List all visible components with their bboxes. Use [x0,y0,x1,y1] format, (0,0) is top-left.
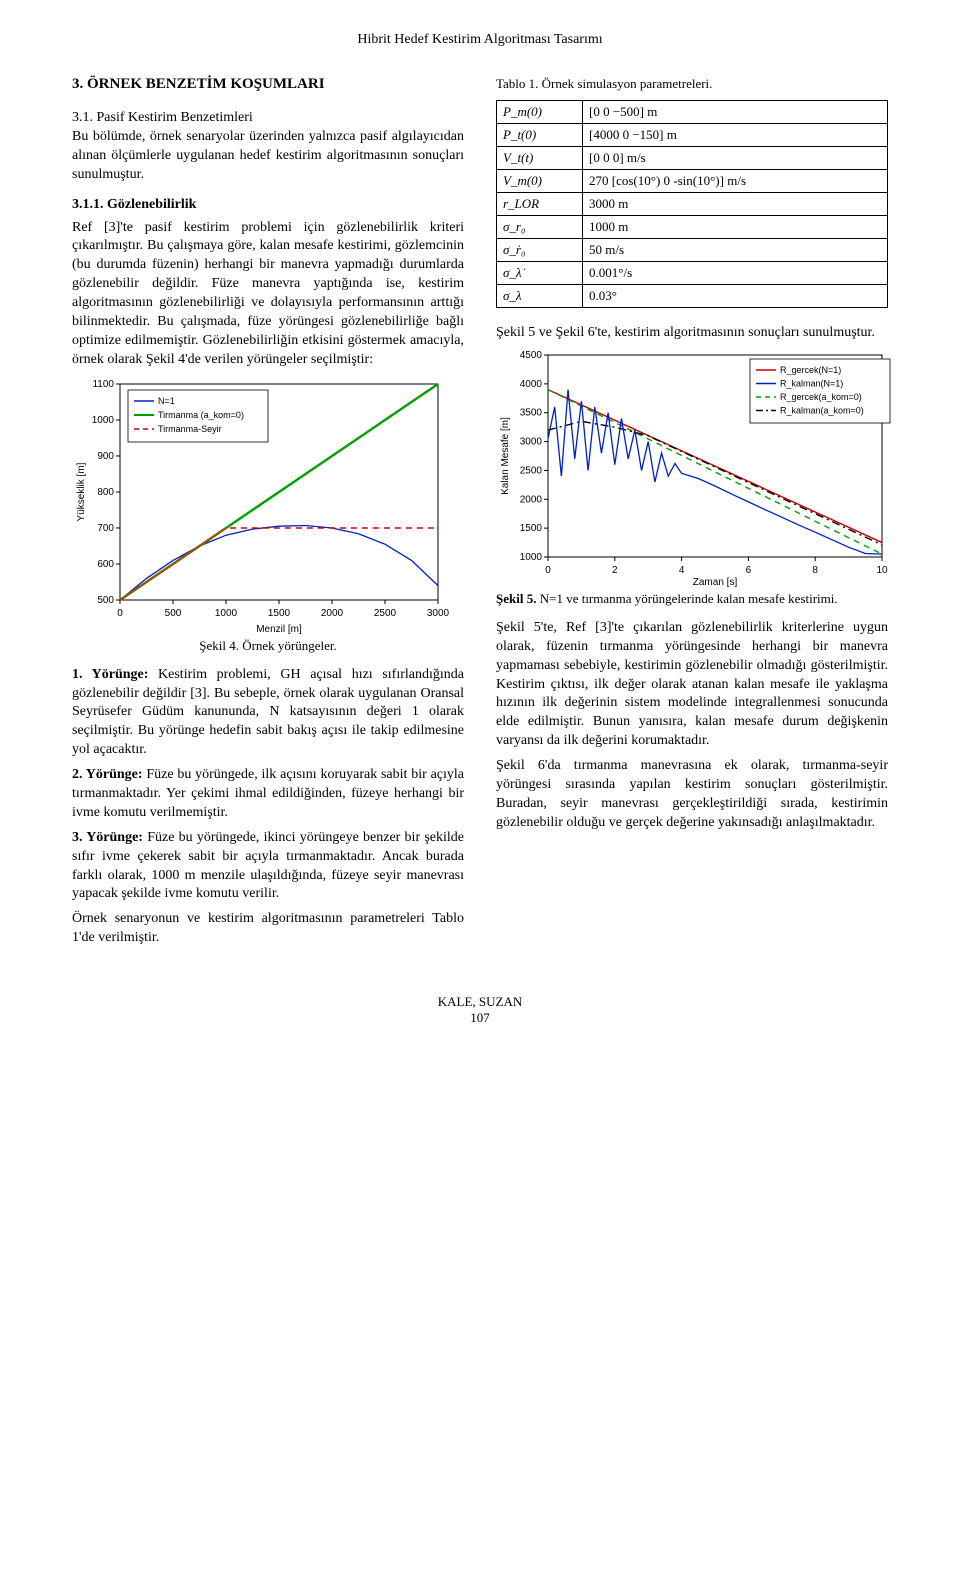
svg-text:3500: 3500 [520,408,543,419]
svg-text:0: 0 [545,565,551,576]
svg-text:R_kalman(N=1): R_kalman(N=1) [780,378,843,388]
table-row: σ_λ̇0.001°/s [497,262,888,285]
table-row: P_m(0)[0 0 −500] m [497,101,888,124]
svg-text:2500: 2500 [520,465,543,476]
table-cell-value: [0 0 −500] m [583,101,888,124]
table-cell-value: [4000 0 −150] m [583,124,888,147]
svg-text:0: 0 [117,608,123,619]
svg-text:4: 4 [679,565,685,576]
svg-text:1100: 1100 [92,379,114,390]
paragraph: Şekil 5 ve Şekil 6'te, kestirim algoritm… [496,324,888,343]
svg-text:500: 500 [165,608,182,619]
svg-text:3000: 3000 [427,608,450,619]
table-row: P_t(0)[4000 0 −150] m [497,124,888,147]
table-1: P_m(0)[0 0 −500] mP_t(0)[4000 0 −150] mV… [496,100,888,308]
traj3-lead: 3. Yörünge: [72,830,143,845]
page-header: Hibrit Hedef Kestirim Algoritması Tasarı… [72,32,888,48]
svg-text:Yükseklik [m]: Yükseklik [m] [76,462,87,521]
right-column: Tablo 1. Örnek simulasyon parametreleri.… [496,76,888,954]
section-title: 3. ÖRNEK BENZETİM KOŞUMLARI [72,76,464,93]
svg-text:6: 6 [746,565,752,576]
subsection-title: 3.1.1. Gözlenebilirlik [72,197,464,213]
svg-text:R_gercek(a_kom=0): R_gercek(a_kom=0) [780,392,862,402]
svg-text:1000: 1000 [520,552,543,563]
paragraph: Şekil 6'da tırmanma manevrasına ek olara… [496,757,888,833]
page-footer: KALE, SUZAN 107 [72,994,888,1026]
svg-text:600: 600 [97,559,114,570]
footer-page-number: 107 [72,1010,888,1026]
table-cell-param: V_m(0) [497,170,583,193]
svg-text:2000: 2000 [321,608,344,619]
svg-text:10: 10 [876,565,888,576]
fig5-lead: Şekil 5. [496,591,536,606]
fig5-cap-text: N=1 ve tırmanma yörüngelerinde kalan mes… [540,591,838,606]
svg-text:Tirmanma (a_kom=0): Tirmanma (a_kom=0) [158,410,244,420]
paragraph: Şekil 5'te, Ref [3]'te çıkarılan gözlene… [496,619,888,751]
svg-text:800: 800 [97,487,114,498]
svg-text:2: 2 [612,565,618,576]
table-cell-param: P_t(0) [497,124,583,147]
figure-5-chart: 0 2 4 6 8 10 1000 1500 2000 2500 3000 3500 4000 4500 Z… [496,349,896,589]
figure-4-container: 0500100015002000250030005006007008009001… [72,376,464,654]
svg-text:1000: 1000 [215,608,238,619]
svg-text:4000: 4000 [520,379,543,390]
table-cell-value: 1000 m [583,216,888,239]
figure-5-caption: Şekil 5. N=1 ve tırmanma yörüngelerinde … [496,591,888,607]
svg-text:3000: 3000 [520,436,543,447]
table-row: V_t(t)[0 0 0] m/s [497,147,888,170]
figure-5-container: 0 2 4 6 8 10 1000 1500 2000 2500 3000 3500 4000 4500 Z… [496,349,888,607]
svg-text:Tirmanma-Seyir: Tirmanma-Seyir [158,424,222,434]
svg-text:500: 500 [97,595,114,606]
table-cell-value: 270 [cos(10°) 0 -sin(10°)] m/s [583,170,888,193]
svg-text:900: 900 [97,451,114,462]
figure-4-caption: Şekil 4. Örnek yörüngeler. [72,638,464,654]
page: Hibrit Hedef Kestirim Algoritması Tasarı… [0,0,960,1074]
paragraph: 1. Yörünge: Kestirim problemi, GH açısal… [72,666,464,760]
svg-text:Kalan Mesafe [m]: Kalan Mesafe [m] [500,417,511,495]
two-column-layout: 3. ÖRNEK BENZETİM KOŞUMLARI 3.1. Pasif K… [72,76,888,954]
svg-text:4500: 4500 [520,350,543,361]
table-cell-value: 0.03° [583,285,888,308]
left-column: 3. ÖRNEK BENZETİM KOŞUMLARI 3.1. Pasif K… [72,76,464,954]
svg-text:N=1: N=1 [158,396,175,406]
svg-text:8: 8 [812,565,818,576]
traj1-lead: 1. Yörünge: [72,667,148,682]
table-cell-param: r_LOR [497,193,583,216]
table-cell-value: 0.001°/s [583,262,888,285]
svg-text:Zaman [s]: Zaman [s] [693,577,738,588]
paragraph-intro: 3.1. Pasif Kestirim Benzetimleri Bu bölü… [72,109,464,185]
paragraph: 2. Yörünge: Füze bu yörüngede, ilk açısı… [72,766,464,823]
svg-text:R_gercek(N=1): R_gercek(N=1) [780,365,841,375]
table-cell-value: [0 0 0] m/s [583,147,888,170]
figure-4-chart: 0500100015002000250030005006007008009001… [72,376,452,636]
table-row: σ_λ0.03° [497,285,888,308]
table-cell-value: 3000 m [583,193,888,216]
footer-author: KALE, SUZAN [72,994,888,1010]
table-cell-param: σ_λ̇ [497,262,583,285]
table-row: r_LOR3000 m [497,193,888,216]
svg-text:700: 700 [97,523,114,534]
svg-text:1500: 1500 [268,608,291,619]
table-row: σ_ṙ₀50 m/s [497,239,888,262]
paragraph: Ref [3]'te pasif kestirim problemi için … [72,219,464,370]
table-1-caption: Tablo 1. Örnek simulasyon parametreleri. [496,76,888,92]
svg-text:1500: 1500 [520,523,543,534]
table-cell-param: P_m(0) [497,101,583,124]
table-row: σ_r₀1000 m [497,216,888,239]
svg-text:2000: 2000 [520,494,543,505]
paragraph: 3. Yörünge: Füze bu yörüngede, ikinci yö… [72,829,464,905]
svg-text:2500: 2500 [374,608,397,619]
table-row: V_m(0)270 [cos(10°) 0 -sin(10°)] m/s [497,170,888,193]
traj2-lead: 2. Yörünge: [72,767,143,782]
table-cell-value: 50 m/s [583,239,888,262]
paragraph: Örnek senaryonun ve kestirim algoritması… [72,910,464,948]
table-cell-param: σ_λ [497,285,583,308]
table-cell-param: V_t(t) [497,147,583,170]
table-cell-param: σ_ṙ₀ [497,239,583,262]
svg-text:Menzil [m]: Menzil [m] [256,624,302,635]
svg-text:1000: 1000 [92,415,115,426]
table-cell-param: σ_r₀ [497,216,583,239]
svg-text:R_kalman(a_kom=0): R_kalman(a_kom=0) [780,405,864,415]
